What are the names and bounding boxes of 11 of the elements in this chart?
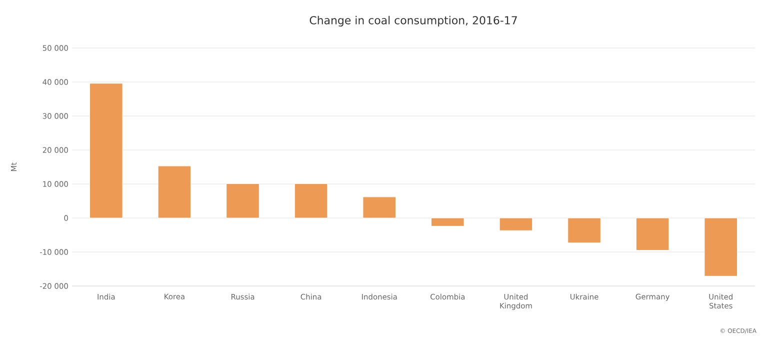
bar — [226, 183, 260, 218]
bar — [499, 218, 533, 231]
bar — [636, 218, 670, 251]
bar — [294, 183, 328, 218]
bar — [362, 196, 396, 218]
bar — [704, 218, 738, 276]
bar — [431, 218, 464, 226]
bar — [90, 83, 123, 218]
bar — [568, 218, 601, 244]
chart-title: Change in coal consumption, 2016-17 — [310, 16, 517, 27]
bar — [158, 166, 192, 218]
